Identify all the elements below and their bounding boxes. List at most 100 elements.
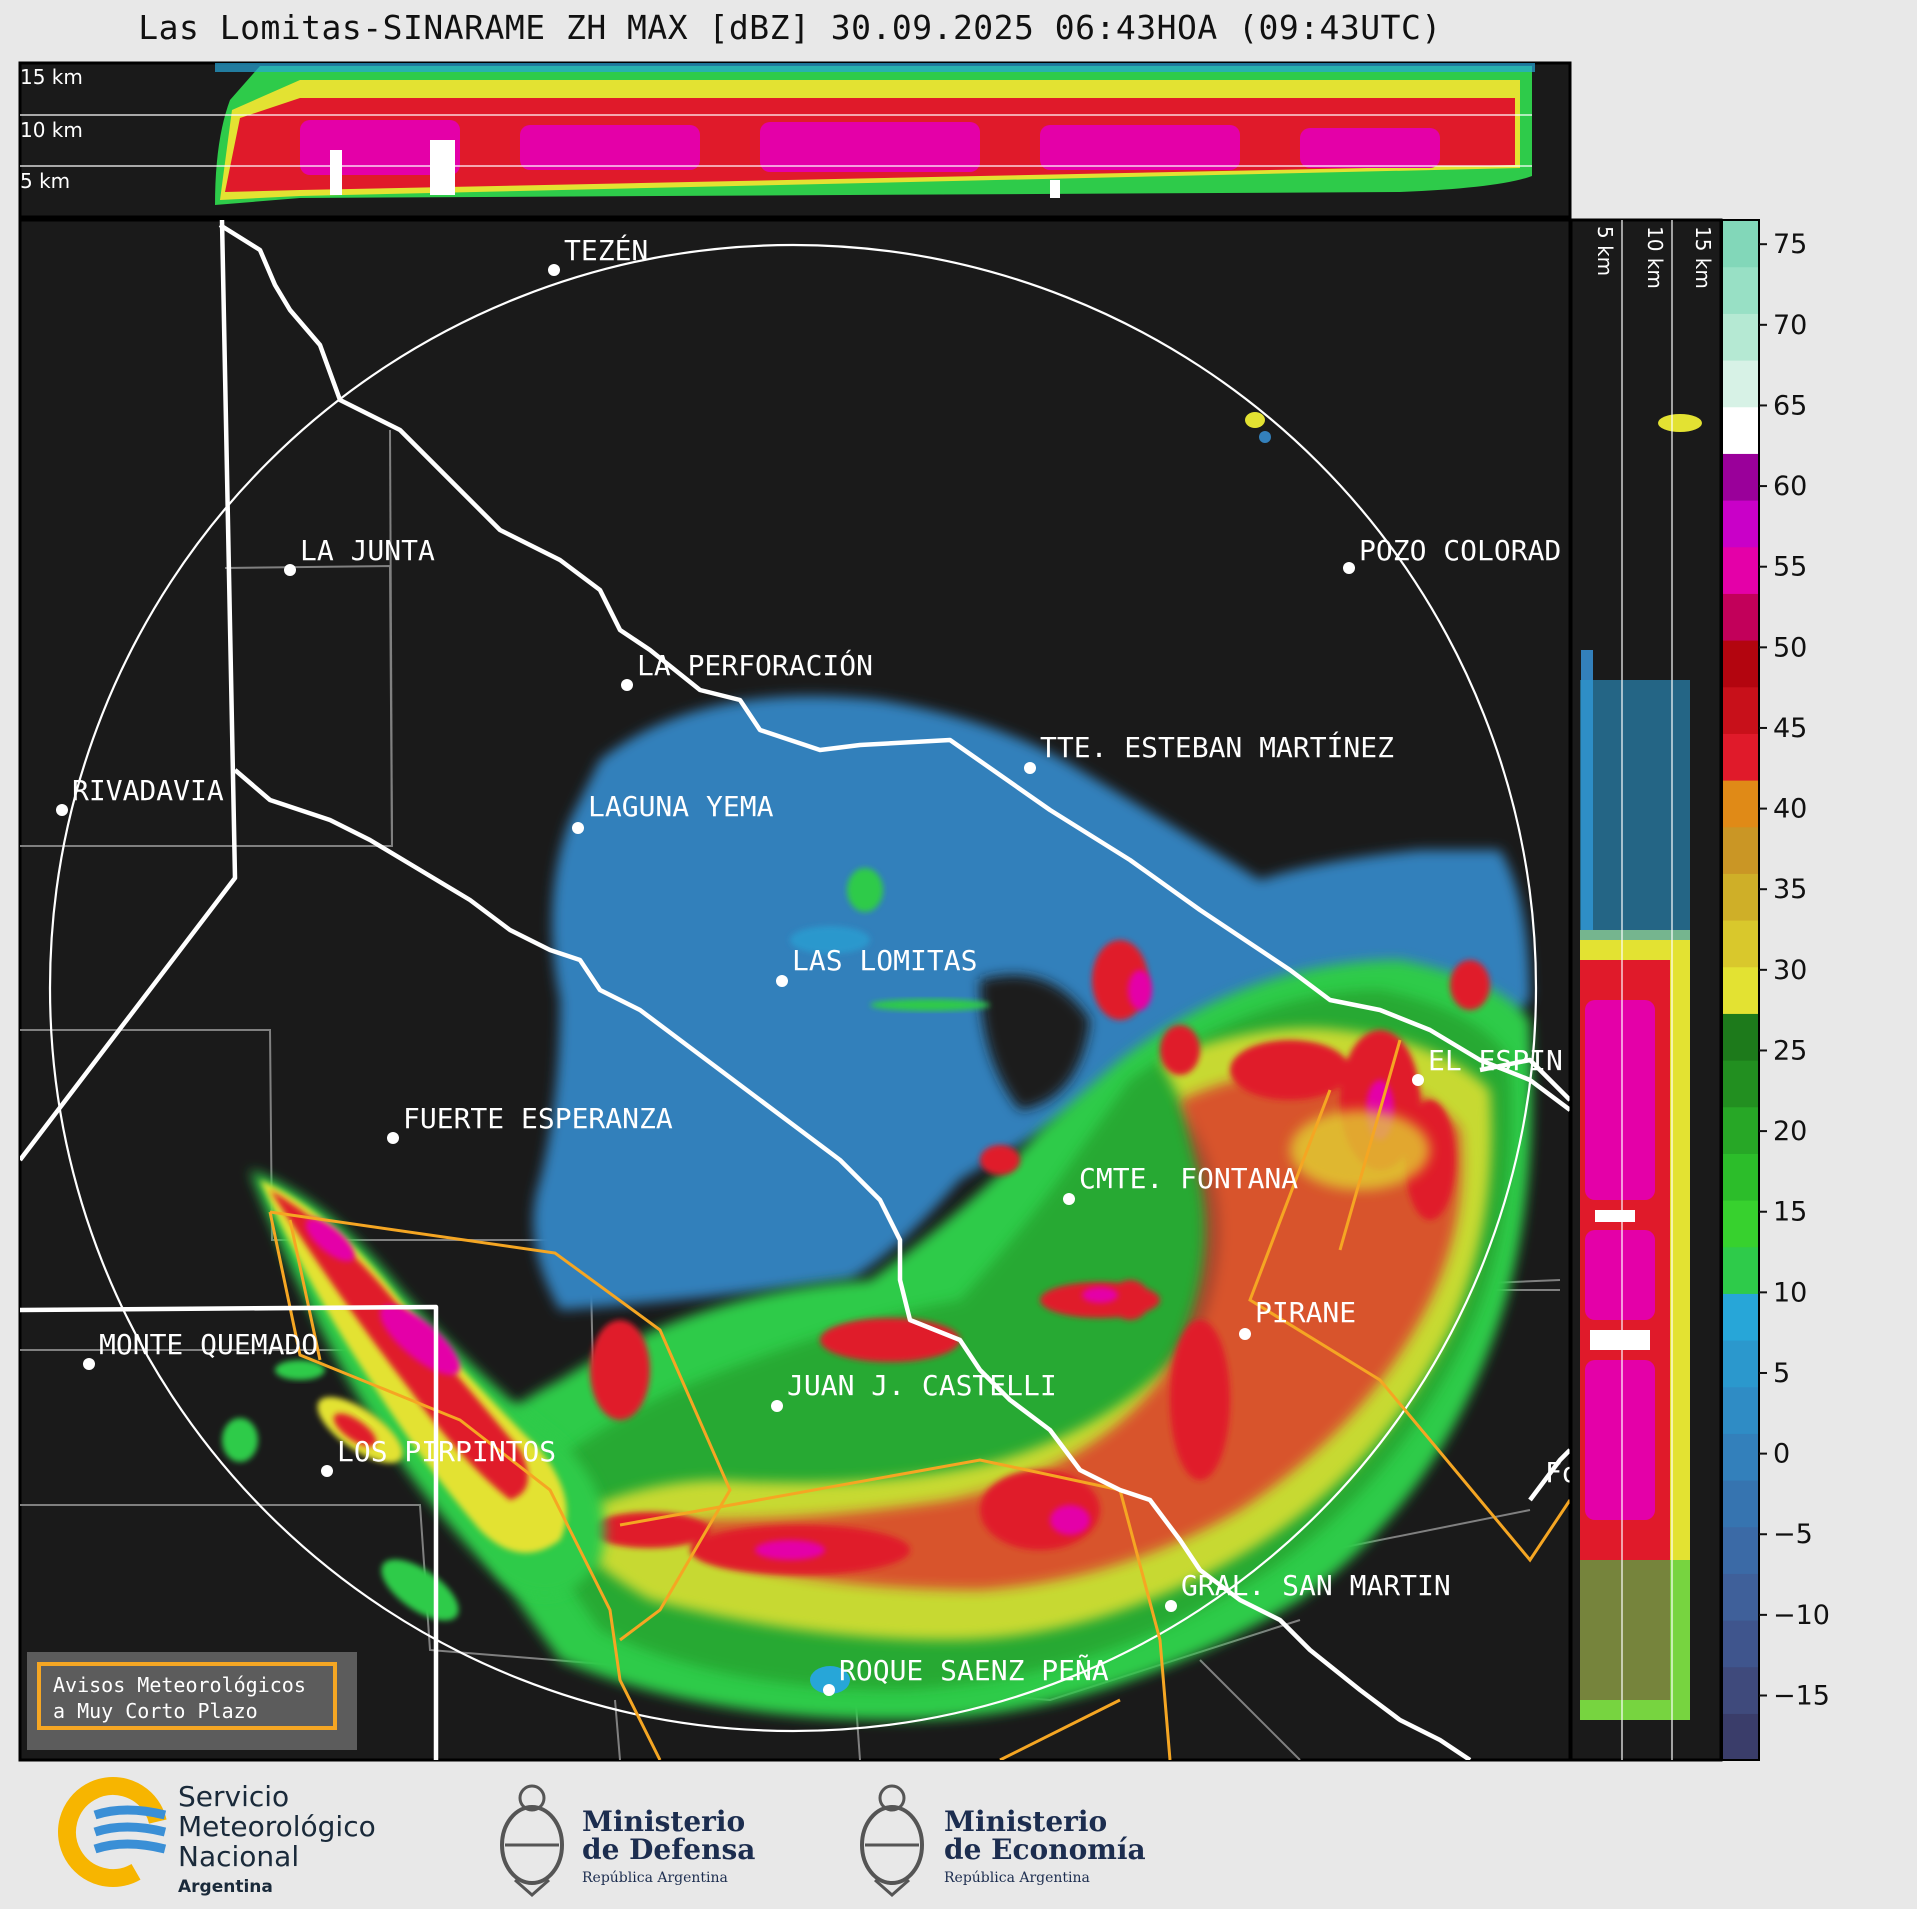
- svg-text:EL ESPIN: EL ESPIN: [1428, 1044, 1563, 1077]
- top-cross-section-panel: 15 km 10 km 5 km: [18, 61, 1572, 219]
- svg-text:LOS PIRPINTOS: LOS PIRPINTOS: [337, 1435, 556, 1468]
- colorbar-tick-label: 60: [1773, 471, 1807, 502]
- colorbar-swatch: [1722, 313, 1759, 361]
- place-monte-quemado: MONTE QUEMADO: [83, 1328, 318, 1370]
- colorbar-swatch: [1722, 686, 1759, 734]
- colorbar-swatch: [1722, 1713, 1759, 1761]
- top-label-15km: 15 km: [20, 65, 83, 89]
- svg-text:TEZÉN: TEZÉN: [564, 233, 648, 267]
- place-pirane: PIRANE: [1239, 1296, 1356, 1340]
- svg-text:CMTE. FONTANA: CMTE. FONTANA: [1079, 1162, 1298, 1195]
- colorbar-swatch: [1722, 220, 1759, 268]
- place-las-lomitas: LAS LOMITAS: [776, 944, 977, 987]
- smn-logo-text: Servicio Meteorológico Nacional Argentin…: [178, 1780, 376, 1898]
- place-la-perforacion: LA PERFORACIÓN: [621, 648, 873, 691]
- place-tte-esteban-martinez: TTE. ESTEBAN MARTÍNEZ: [1024, 730, 1394, 774]
- place-juan-j-castelli: JUAN J. CASTELLI: [771, 1369, 1057, 1412]
- place-laguna-yema: LAGUNA YEMA: [572, 790, 774, 834]
- colorbar-swatch: [1722, 1106, 1759, 1154]
- colorbar-tick-label: 35: [1773, 874, 1807, 905]
- colorbar-tick-label: 0: [1773, 1439, 1790, 1470]
- svg-text:FUERTE ESPERANZA: FUERTE ESPERANZA: [403, 1102, 673, 1135]
- smn-logo-icon: [58, 1777, 168, 1887]
- economia-logo-text: Ministerio de Economía República Argenti…: [944, 1805, 1146, 1887]
- colorbar-frame: [1721, 219, 1760, 1761]
- defensa-logo-text: Ministerio de Defensa República Argentin…: [582, 1805, 756, 1887]
- svg-text:GRAL. SAN MARTIN: GRAL. SAN MARTIN: [1181, 1569, 1451, 1602]
- colorbar-tick-label: 5: [1773, 1358, 1790, 1389]
- svg-text:JUAN J. CASTELLI: JUAN J. CASTELLI: [787, 1369, 1057, 1402]
- place-la-junta: LA JUNTA: [284, 534, 435, 576]
- colorbar-tick-label: 30: [1773, 955, 1807, 986]
- colorbar-swatch: [1722, 546, 1759, 594]
- side-echo-green: [1580, 1560, 1690, 1720]
- svg-text:LAGUNA YEMA: LAGUNA YEMA: [588, 790, 774, 823]
- place-gral-san-martin: GRAL. SAN MARTIN: [1165, 1569, 1451, 1612]
- radar-map-panel: TEZÉN LA JUNTA POZO COLORAD LA PERFORACI…: [18, 218, 1579, 1762]
- top-echo-blue: [215, 63, 1535, 72]
- colorbar-swatch: [1722, 406, 1759, 454]
- side-echo-blue-2: [1580, 680, 1690, 940]
- colorbar-tick-label: 25: [1773, 1035, 1807, 1066]
- top-label-5km: 5 km: [20, 169, 70, 193]
- svg-text:Fo: Fo: [1545, 1456, 1579, 1489]
- place-roque-saenz-pena: ROQUE SAENZ PEÑA: [823, 1653, 1109, 1696]
- place-markers: TEZÉN LA JUNTA POZO COLORAD LA PERFORACI…: [56, 233, 1579, 1696]
- svg-text:RIVADAVIA: RIVADAVIA: [72, 774, 224, 807]
- side-echo-magenta: [1585, 1000, 1655, 1520]
- colorbar-swatch: [1722, 360, 1759, 408]
- map-title: Las Lomitas-SINARAME ZH MAX [dBZ] 30.09.…: [138, 8, 1442, 47]
- colorbar-swatch: [1722, 453, 1759, 501]
- colorbar-swatch: [1722, 1246, 1759, 1294]
- colorbar-swatch: [1722, 1153, 1759, 1201]
- radar-echoes: [222, 412, 1532, 1720]
- colorbar-swatch: [1722, 826, 1759, 874]
- colorbar-tick-label: −5: [1773, 1519, 1813, 1550]
- colorbar-swatch: [1722, 1620, 1759, 1668]
- colorbar-swatch: [1722, 966, 1759, 1014]
- colorbar-swatch: [1722, 1480, 1759, 1528]
- colorbar-swatch: [1722, 1060, 1759, 1108]
- colorbar-swatch: [1722, 1573, 1759, 1621]
- radar-range-ring: [48, 243, 1538, 1733]
- colorbar-swatch: [1722, 266, 1759, 314]
- colorbar-swatch: [1722, 593, 1759, 641]
- place-formosa: Fo: [1545, 1456, 1579, 1489]
- warning-line-2: a Muy Corto Plazo: [53, 1699, 258, 1723]
- side-label-10km: 10 km: [1643, 226, 1667, 289]
- colorbar-swatch: [1722, 873, 1759, 921]
- side-label-15km: 15 km: [1691, 226, 1715, 289]
- colorbar-tick-label: −15: [1773, 1680, 1830, 1711]
- colorbar-tick-label: 20: [1773, 1116, 1807, 1147]
- colorbar-tick-label: 45: [1773, 713, 1807, 744]
- colorbar-tick-label: −10: [1773, 1600, 1830, 1631]
- svg-text:LAS LOMITAS: LAS LOMITAS: [792, 944, 977, 977]
- colorbar-swatch: [1722, 780, 1759, 828]
- warning-line-1: Avisos Meteorológicos: [53, 1673, 306, 1697]
- colorbar-tick-label: 55: [1773, 552, 1807, 583]
- warning-box-frame: Avisos Meteorológicos a Muy Corto Plazo: [37, 1662, 337, 1730]
- colorbar-tick-label: 65: [1773, 390, 1807, 421]
- side-cross-section-panel: 5 km 10 km 15 km: [1569, 218, 1723, 1762]
- colorbar-swatch: [1722, 1293, 1759, 1341]
- colorbar-tick-label: 50: [1773, 632, 1807, 663]
- colorbar-swatch: [1722, 640, 1759, 688]
- province-borders: [20, 220, 1570, 1760]
- side-echo-white: [1590, 1210, 1650, 1350]
- colorbar-tick-label: 70: [1773, 310, 1807, 341]
- colorbar-tick-label: 40: [1773, 794, 1807, 825]
- warning-button[interactable]: Avisos Meteorológicos a Muy Corto Plazo: [27, 1652, 357, 1750]
- place-rivadavia: RIVADAVIA: [56, 774, 224, 816]
- top-label-10km: 10 km: [20, 118, 83, 142]
- colorbar-swatch: [1722, 1013, 1759, 1061]
- svg-text:LA PERFORACIÓN: LA PERFORACIÓN: [637, 648, 873, 682]
- colorbar-tick-label: 75: [1773, 229, 1807, 260]
- defensa-coat-of-arms-icon: [500, 1784, 564, 1898]
- svg-text:PIRANE: PIRANE: [1255, 1296, 1356, 1329]
- colorbar-swatch: [1722, 920, 1759, 968]
- side-echo-cell: [1658, 414, 1702, 432]
- svg-text:LA JUNTA: LA JUNTA: [300, 534, 435, 567]
- colorbar-swatch: [1722, 1340, 1759, 1388]
- colorbar-tick-label: 15: [1773, 1197, 1807, 1228]
